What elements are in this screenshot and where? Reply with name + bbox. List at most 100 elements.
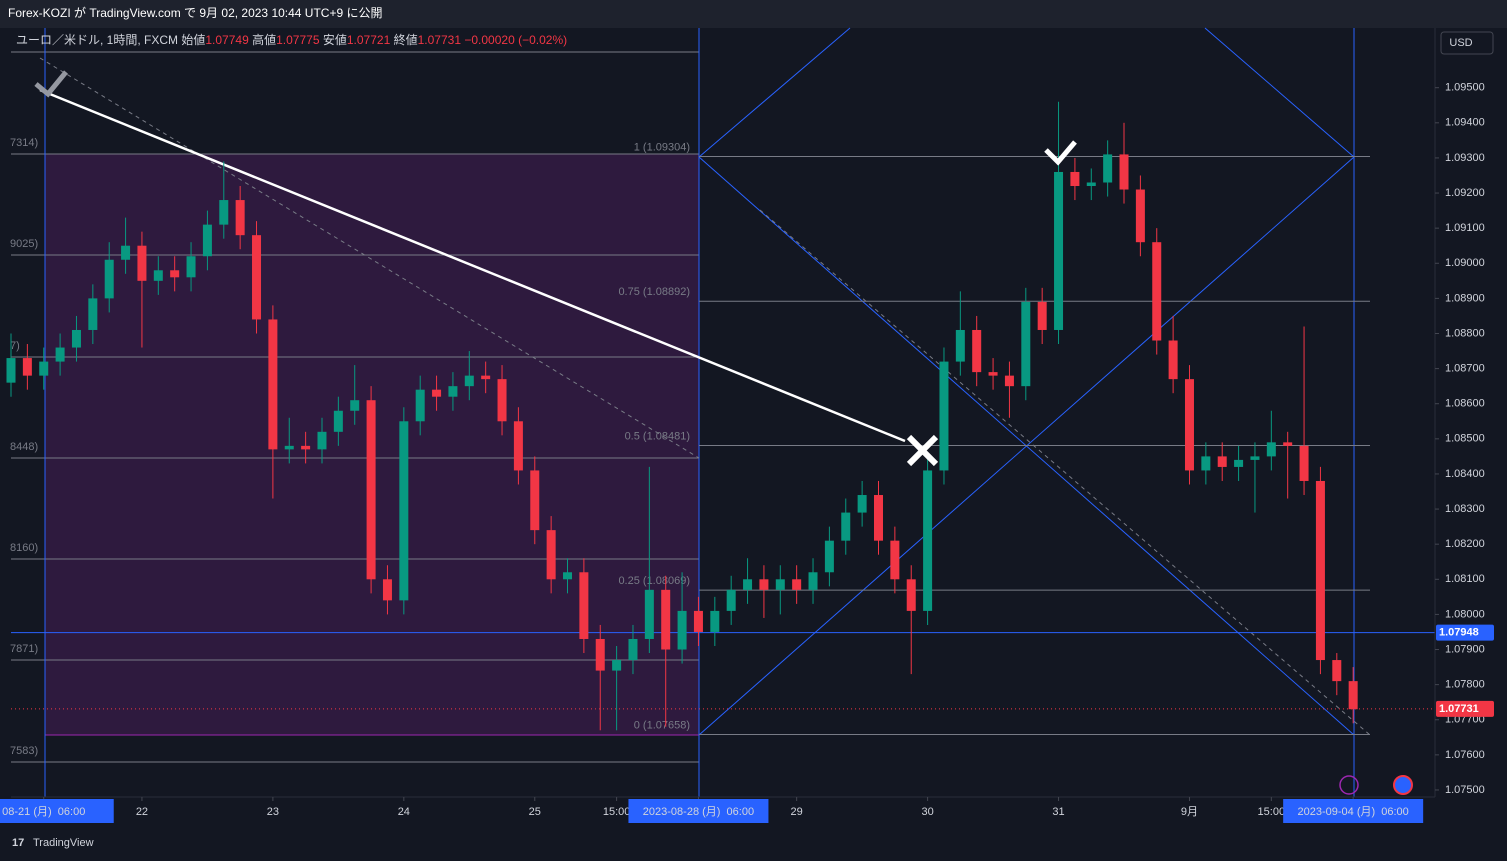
candle-body xyxy=(579,572,589,639)
fib-label: 0.75 (1.08892) xyxy=(618,286,690,298)
candle-body xyxy=(595,638,605,671)
candle-body xyxy=(530,470,540,531)
legend: ユーロ／米ドル, 1時間, FXCM 始値1.07749 高値1.07775 安… xyxy=(16,32,567,47)
candle-body xyxy=(382,579,392,601)
y-tick-label: 1.08700 xyxy=(1445,363,1485,375)
candle-body xyxy=(710,610,720,632)
candle-body xyxy=(219,200,229,225)
legend-item: ユーロ／米ドル, 1時間, FXCM xyxy=(16,33,178,47)
y-tick-label: 1.09100 xyxy=(1445,222,1485,234)
x-tick-label: 24 xyxy=(398,806,410,818)
candle-body xyxy=(39,361,49,376)
x-tick-label: 15:00 xyxy=(603,806,631,818)
y-tick-label: 1.08400 xyxy=(1445,468,1485,480)
fib-label: 8160) xyxy=(10,542,38,554)
fib-label: 0 (1.07658) xyxy=(634,719,690,731)
x-tick-highlight xyxy=(0,799,114,823)
y-tick-label: 1.08900 xyxy=(1445,292,1485,304)
candle-body xyxy=(1037,301,1047,330)
fib-label: 7583) xyxy=(10,745,38,757)
candle-body xyxy=(333,410,343,432)
candle-body xyxy=(1135,189,1145,243)
candle-body xyxy=(55,347,65,362)
candle-body xyxy=(6,358,16,383)
price-tag-label: 1.07948 xyxy=(1439,627,1479,639)
candle-body xyxy=(153,270,163,281)
brand: TradingView xyxy=(33,837,94,849)
price-tag xyxy=(1436,624,1494,641)
candle-body xyxy=(873,495,883,541)
candle-body xyxy=(677,610,687,650)
legend-item: 1.07721 xyxy=(347,33,391,47)
y-tick-label: 1.08100 xyxy=(1445,573,1485,585)
logo-mark: 17 xyxy=(12,837,24,849)
y-tick-label: 1.09500 xyxy=(1445,82,1485,94)
candle-body xyxy=(693,610,703,632)
candle-body xyxy=(1152,242,1162,341)
candle-body xyxy=(1266,442,1276,457)
candle-body xyxy=(890,540,900,580)
event-icon[interactable] xyxy=(1393,775,1413,795)
candle-body xyxy=(775,579,785,590)
candle-body xyxy=(628,638,638,661)
candle-body xyxy=(22,358,32,376)
candle-body xyxy=(88,298,98,330)
fib-label: 0.5 (1.08481) xyxy=(625,430,690,442)
candle-body xyxy=(1054,171,1064,330)
check-icon xyxy=(1044,140,1077,166)
legend-item: 終値 xyxy=(394,32,418,47)
candle-body xyxy=(170,270,180,278)
x-tick-label: 22 xyxy=(136,806,148,818)
x-tick-highlight xyxy=(628,799,769,823)
x-tick-label: 31 xyxy=(1052,806,1064,818)
candle-body xyxy=(366,400,376,580)
y-tick-label: 1.07600 xyxy=(1445,749,1485,761)
candle-body xyxy=(792,579,802,590)
header-title: Forex-KOZI が TradingView.com で 9月 02, 20… xyxy=(8,5,382,20)
y-tick-label: 1.08000 xyxy=(1445,608,1485,620)
candle-body xyxy=(1348,681,1358,710)
candle-body xyxy=(1168,340,1178,380)
candle-body xyxy=(399,421,409,601)
candle-body xyxy=(1086,182,1096,187)
candle-body xyxy=(743,579,753,590)
candle-body xyxy=(1070,171,1080,187)
candle-body xyxy=(1332,660,1342,682)
price-axis xyxy=(1435,28,1507,825)
price-tag-label: 1.07731 xyxy=(1439,703,1479,715)
x-tick-highlight xyxy=(1283,799,1424,823)
candle-body xyxy=(1299,445,1309,481)
currency-button[interactable] xyxy=(1440,31,1494,55)
trend-line xyxy=(39,88,906,443)
candle-body xyxy=(513,421,523,471)
candle-body xyxy=(1315,480,1325,661)
y-tick-label: 1.08500 xyxy=(1445,433,1485,445)
footer xyxy=(0,825,1507,861)
candle-body xyxy=(268,319,278,450)
legend-item: 安値 xyxy=(323,32,347,47)
x-tick-label: 2023-08-28 (月) 06:00 xyxy=(643,806,754,818)
candle-body xyxy=(186,256,196,278)
event-icon[interactable] xyxy=(1339,775,1359,795)
y-tick-label: 1.07800 xyxy=(1445,679,1485,691)
x-tick-label: 23 xyxy=(267,806,279,818)
y-tick-label: 1.08800 xyxy=(1445,327,1485,339)
x-tick-label: 9月 xyxy=(1181,806,1198,818)
candle-body xyxy=(612,660,622,671)
legend-item: 1.07775 xyxy=(276,33,320,47)
legend-item: −0.00020 (−0.02%) xyxy=(464,33,567,47)
candle-body xyxy=(1217,456,1227,467)
fib-label: 7871) xyxy=(10,643,38,655)
candle-body xyxy=(661,589,671,650)
candle-body xyxy=(644,589,654,639)
candle-body xyxy=(1283,442,1293,446)
candle-body xyxy=(448,386,458,397)
candle-body xyxy=(563,572,573,580)
x-tick-label: 08-21 (月) 06:00 xyxy=(2,806,85,818)
candle-body xyxy=(955,329,965,362)
candle-body xyxy=(759,579,769,590)
candle-body xyxy=(824,540,834,573)
candle-body xyxy=(252,235,262,320)
check-icon xyxy=(34,70,68,98)
